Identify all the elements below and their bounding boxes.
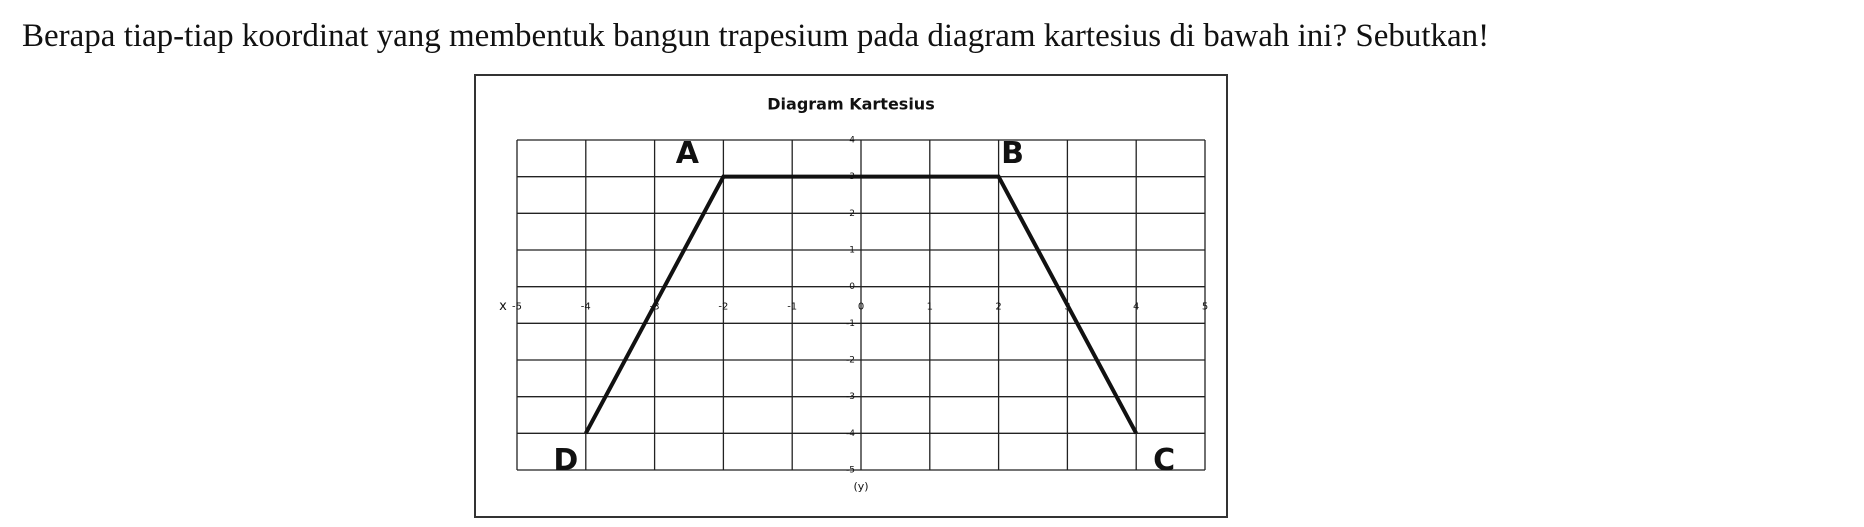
question: Berapa tiap-tiap koordinat yang membentu… [22,18,1489,54]
y-tick-label: 0 [849,282,855,292]
y-tick-label: 4 [849,136,855,146]
y-tick-label: -5 [846,466,855,476]
y-axis-label: (y) [853,480,868,493]
x-tick-label: 1 [927,302,933,313]
chart-title: Diagram Kartesius [767,95,934,114]
y-tick-label: 2 [849,209,855,219]
x-tick-label: -4 [581,302,591,313]
x-axis-label: x [499,299,507,314]
y-tick-label: -1 [846,319,855,329]
x-tick-label: 4 [1133,302,1139,313]
point-label: D [553,443,578,478]
y-tick-label: 1 [849,246,855,256]
x-tick-label: 5 [1202,302,1208,313]
x-tick-label: 2 [995,302,1001,313]
y-tick-label: -3 [846,392,855,402]
x-tick-label: -2 [718,302,728,313]
trapezoid-line [584,174,1138,435]
y-tick-label: -2 [846,356,855,366]
x-tick-label: -5 [512,302,522,313]
point-label: B [1001,136,1024,171]
x-tick-label: -1 [787,302,797,313]
chart-frame [474,74,1228,518]
point-label: C [1153,443,1175,478]
point-label: A [676,136,700,171]
y-tick-label: -4 [846,429,855,439]
x-tick-label: 0 [858,302,864,313]
